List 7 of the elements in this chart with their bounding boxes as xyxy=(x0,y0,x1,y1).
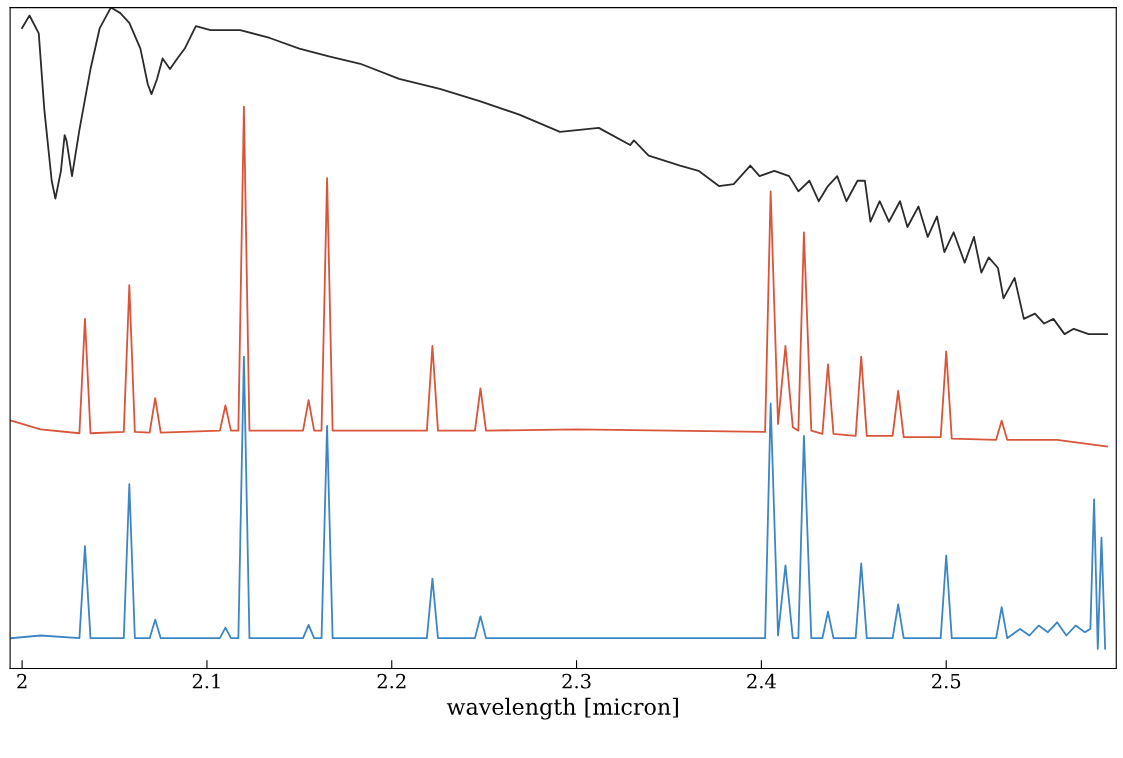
x-tick-label: 2.1 xyxy=(192,673,220,689)
x-tick-label: 2.2 xyxy=(377,673,406,689)
x-tick-label: 2.5 xyxy=(932,673,961,689)
x-tick-label: 2 xyxy=(17,673,27,689)
x-tick-label: 2.3 xyxy=(562,673,591,689)
x-axis-title: wavelength [micron] xyxy=(446,697,678,720)
x-tick-label: 2.4 xyxy=(747,673,776,689)
